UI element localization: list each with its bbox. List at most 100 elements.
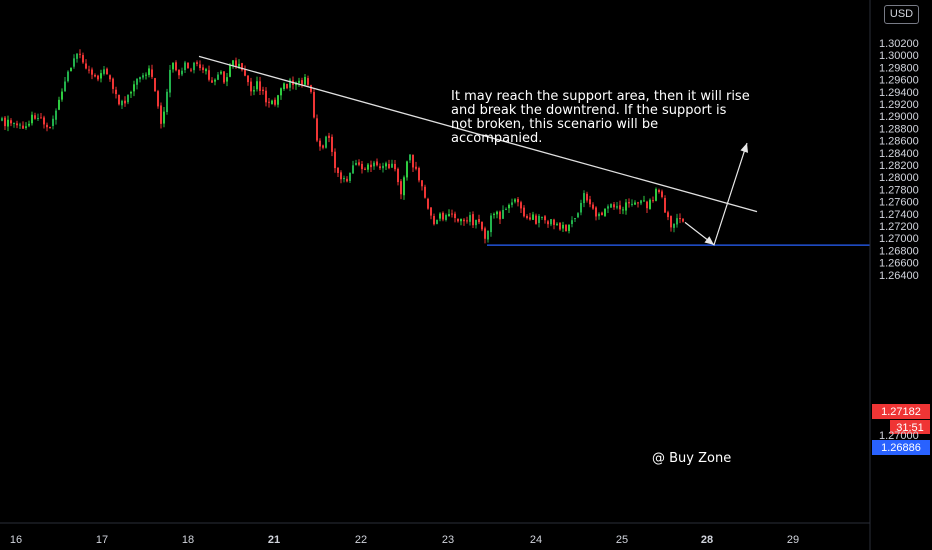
candle-body [403,177,405,196]
price-tick-label: 1.30200 [879,38,919,50]
candle-body [184,62,186,71]
price-tick-label: 1.27400 [879,209,919,221]
partial-tick-label: 1.27000 [879,430,919,442]
candle-body [211,80,213,83]
candle-body [388,164,390,169]
date-tick-label: 16 [10,534,22,546]
candle-body [646,201,648,209]
candle-body [97,75,99,80]
candle-body [196,62,198,64]
time-axis[interactable]: 16 17 18 21 22 23 24 25 28 29 [10,534,799,546]
candle-body [163,111,165,124]
candle-body [124,100,126,104]
candle-body [175,62,177,71]
candle-body [10,120,12,124]
candle-body [532,214,534,220]
candle-body [121,100,123,106]
candle-body [172,62,174,70]
candle-body [430,207,432,216]
price-tick-label: 1.28000 [879,172,919,184]
price-tick-label: 1.27800 [879,184,919,196]
candle-body [664,197,666,213]
candle-body [343,177,345,180]
candle-body [289,79,291,88]
candle-body [319,140,321,147]
candle-body [40,117,42,119]
candle-body [595,207,597,217]
candle-body [310,85,312,92]
arrowhead-up-icon [740,143,749,153]
annotation-line-1: It may reach the support area, then it w… [451,89,750,104]
candle-body [538,215,540,223]
candle-body [547,221,549,225]
candle-body [100,73,102,79]
candle-body [43,117,45,125]
candle-body [463,219,465,222]
candle-body [115,89,117,95]
candle-body [73,58,75,67]
candle-body [136,78,138,85]
candle-body [526,216,528,219]
candle-body [625,202,627,211]
candle-body [394,163,396,170]
candle-body [364,168,366,170]
candle-body [139,77,141,80]
candle-body [559,222,561,230]
buy-zone-price-value: 1.26886 [881,442,921,454]
candle-body [592,204,594,209]
candle-body [451,213,453,215]
candle-body [520,202,522,209]
candle-body [433,215,435,225]
candle-body [472,214,474,226]
candle-body [367,164,369,170]
candle-body [61,91,63,100]
candle-body [682,218,684,222]
candle-body [271,100,273,104]
candle-body [151,69,153,77]
currency-button[interactable]: USD [884,5,919,24]
candle-body [406,161,408,178]
candle-body [106,68,108,75]
candle-body [475,220,477,226]
candle-body [370,164,372,168]
candle-body [616,206,618,208]
price-axis[interactable]: 1.302001.300001.298001.296001.294001.292… [879,38,919,282]
candle-body [529,217,531,220]
candle-body [679,218,681,220]
candle-body [256,81,258,90]
candle-body [448,214,450,217]
candle-body [400,181,402,195]
candle-body [190,69,192,71]
candle-body [628,202,630,204]
candle-body [250,81,252,92]
price-tick-label: 1.28200 [879,160,919,172]
candle-body [427,198,429,209]
candle-body [154,78,156,92]
candle-body [199,64,201,68]
candle-body [274,99,276,105]
candle-body [508,204,510,209]
candle-body [418,168,420,181]
candle-body [316,118,318,141]
candle-body [358,162,360,165]
candle-body [85,63,87,69]
candle-body [142,75,144,78]
last-price-tag [872,404,930,419]
candle-body [301,80,303,85]
candle-body [382,165,384,169]
candle-body [670,216,672,228]
candle-body [4,117,6,127]
price-tick-label: 1.28400 [879,148,919,160]
candle-body [634,202,636,205]
downtrend-line[interactable] [198,55,758,213]
candle-body [565,225,567,232]
candle-body [454,213,456,219]
candle-body [238,63,240,68]
candle-body [280,88,282,96]
candle-body [604,209,606,216]
candle-body [541,216,543,218]
candle-body [622,209,624,211]
candle-body [157,91,159,107]
candle-body [277,95,279,105]
